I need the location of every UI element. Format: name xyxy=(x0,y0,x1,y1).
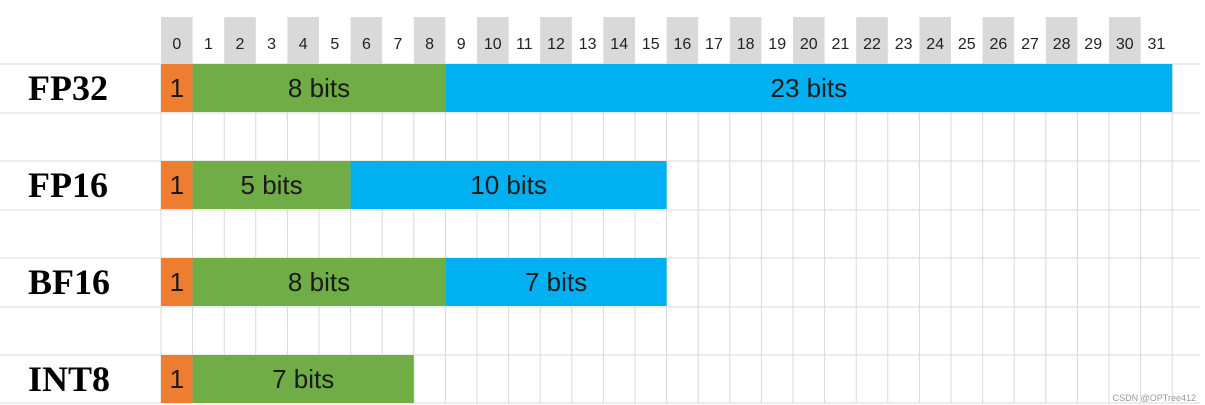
header-shade-cell xyxy=(540,17,572,64)
bit-index-label: 17 xyxy=(705,36,723,53)
bit-index-label: 23 xyxy=(895,36,913,53)
exponent-segment xyxy=(192,64,446,112)
bit-index-label: 29 xyxy=(1084,36,1102,53)
header-shade-cell xyxy=(1109,17,1141,64)
mantissa-segment-label: 10 bits xyxy=(470,170,547,200)
header-shade-cell xyxy=(793,17,825,64)
bit-index-label: 20 xyxy=(800,36,818,53)
bit-index-label: 5 xyxy=(330,36,339,53)
sign-segment-label: 1 xyxy=(170,73,184,103)
format-name-int8: INT8 xyxy=(28,359,110,399)
bit-index-label: 1 xyxy=(204,36,213,53)
mantissa-segment xyxy=(350,161,667,209)
bit-index-label: 8 xyxy=(425,36,434,53)
bit-index-label: 6 xyxy=(362,36,371,53)
header-shade-cell xyxy=(982,17,1015,64)
header-shade-cell xyxy=(161,17,193,64)
sign-segment xyxy=(161,161,193,209)
sign-segment-label: 1 xyxy=(170,267,184,297)
bit-index-label: 28 xyxy=(1053,36,1071,53)
exponent-segment-label: 7 bits xyxy=(272,364,334,394)
exponent-segment xyxy=(192,161,351,209)
mantissa-segment-label: 23 bits xyxy=(770,73,847,103)
header-shade-cell xyxy=(287,17,319,64)
header-shade-cell xyxy=(603,17,635,64)
bit-index-label: 22 xyxy=(863,36,881,53)
header-shade-cell xyxy=(1045,17,1078,64)
sign-segment xyxy=(161,258,193,306)
format-bars: 1 8 bits 23 bits 1 5 bits 10 bits 1 8 bits 7 bit… xyxy=(161,64,1173,403)
header-shade-cell xyxy=(856,17,888,64)
bit-index-label: 24 xyxy=(926,36,944,53)
bit-index-label: 30 xyxy=(1116,36,1134,53)
exponent-segment-label: 8 bits xyxy=(288,73,350,103)
header-shade-cell xyxy=(477,17,509,64)
bit-index-label: 2 xyxy=(236,36,245,53)
bit-index-label: 27 xyxy=(1021,36,1039,53)
bit-index-label: 0 xyxy=(172,36,181,53)
exponent-segment-label: 8 bits xyxy=(288,267,350,297)
format-name-fp16: FP16 xyxy=(28,165,108,205)
exponent-segment-label: 5 bits xyxy=(241,170,303,200)
mantissa-segment xyxy=(445,258,667,306)
bit-index-label: 21 xyxy=(832,36,850,53)
watermark-credit: CSDN @OPTree412 xyxy=(1113,393,1196,403)
bit-index-label: 14 xyxy=(610,36,628,53)
bit-index-label: 18 xyxy=(737,36,755,53)
bit-index-label: 4 xyxy=(299,36,308,53)
header-shade-cell xyxy=(224,17,256,64)
bit-index-label: 19 xyxy=(768,36,786,53)
format-name-bf16: BF16 xyxy=(28,262,110,302)
mantissa-segment xyxy=(445,64,1173,112)
grid xyxy=(0,63,1200,404)
mantissa-segment-label: 7 bits xyxy=(525,267,587,297)
bit-index-label: 13 xyxy=(579,36,597,53)
header-shade-cell xyxy=(729,17,762,64)
sign-segment xyxy=(161,64,193,112)
header-shade-cell xyxy=(413,17,446,64)
bit-index-label: 7 xyxy=(394,36,403,53)
bit-index-label: 16 xyxy=(674,36,692,53)
exponent-segment xyxy=(192,355,414,403)
format-name-fp32: FP32 xyxy=(28,68,108,108)
header-shade-cell xyxy=(919,17,951,64)
bit-index-label: 15 xyxy=(642,36,660,53)
bit-index-label: 31 xyxy=(1148,36,1166,53)
bit-index-header: 0 1 2 3 4 5 6 7 8 9 10 11 12 13 14 15 16 17 18 19 20 21 22 23 24… xyxy=(161,17,1165,64)
bit-index-label: 3 xyxy=(267,36,276,53)
header-shade-cell xyxy=(350,17,383,64)
exponent-segment xyxy=(192,258,446,306)
bit-index-label: 26 xyxy=(990,36,1008,53)
bit-index-label: 25 xyxy=(958,36,976,53)
format-labels: FP32 FP16 BF16 INT8 xyxy=(28,68,110,399)
sign-segment xyxy=(161,355,193,403)
sign-segment-label: 1 xyxy=(170,170,184,200)
bit-index-label: 11 xyxy=(516,36,533,53)
bit-index-label: 12 xyxy=(547,36,565,53)
bit-index-label: 9 xyxy=(457,36,466,53)
sign-segment-label: 1 xyxy=(170,364,184,394)
bit-index-label: 10 xyxy=(484,36,502,53)
header-shade-cell xyxy=(666,17,699,64)
